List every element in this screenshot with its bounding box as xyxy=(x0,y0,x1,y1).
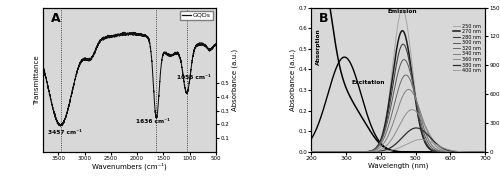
X-axis label: Wavenumbers (cm⁻¹): Wavenumbers (cm⁻¹) xyxy=(92,163,166,170)
Text: 3457 cm⁻¹: 3457 cm⁻¹ xyxy=(48,131,82,135)
Legend: 250 nm, 270 nm, 280 nm, 300 nm, 320 nm, 340 nm, 360 nm, 380 nm, 400 nm: 250 nm, 270 nm, 280 nm, 300 nm, 320 nm, … xyxy=(451,22,482,75)
Text: 1056 cm⁻¹: 1056 cm⁻¹ xyxy=(176,75,210,81)
Text: 1636 cm⁻¹: 1636 cm⁻¹ xyxy=(136,120,170,124)
Text: B: B xyxy=(318,12,328,25)
X-axis label: Wavelength (nm): Wavelength (nm) xyxy=(368,163,428,169)
Text: A: A xyxy=(51,12,61,25)
Y-axis label: Absorbance (a.u.): Absorbance (a.u.) xyxy=(290,49,296,111)
Text: Absorption: Absorption xyxy=(316,28,321,65)
Text: Excitation: Excitation xyxy=(352,80,385,85)
Legend: GQDs: GQDs xyxy=(180,11,213,20)
Text: Emission: Emission xyxy=(388,9,417,13)
Y-axis label: Transmittance: Transmittance xyxy=(34,55,40,105)
Y-axis label: Absorbance (a.u.): Absorbance (a.u.) xyxy=(232,49,238,111)
